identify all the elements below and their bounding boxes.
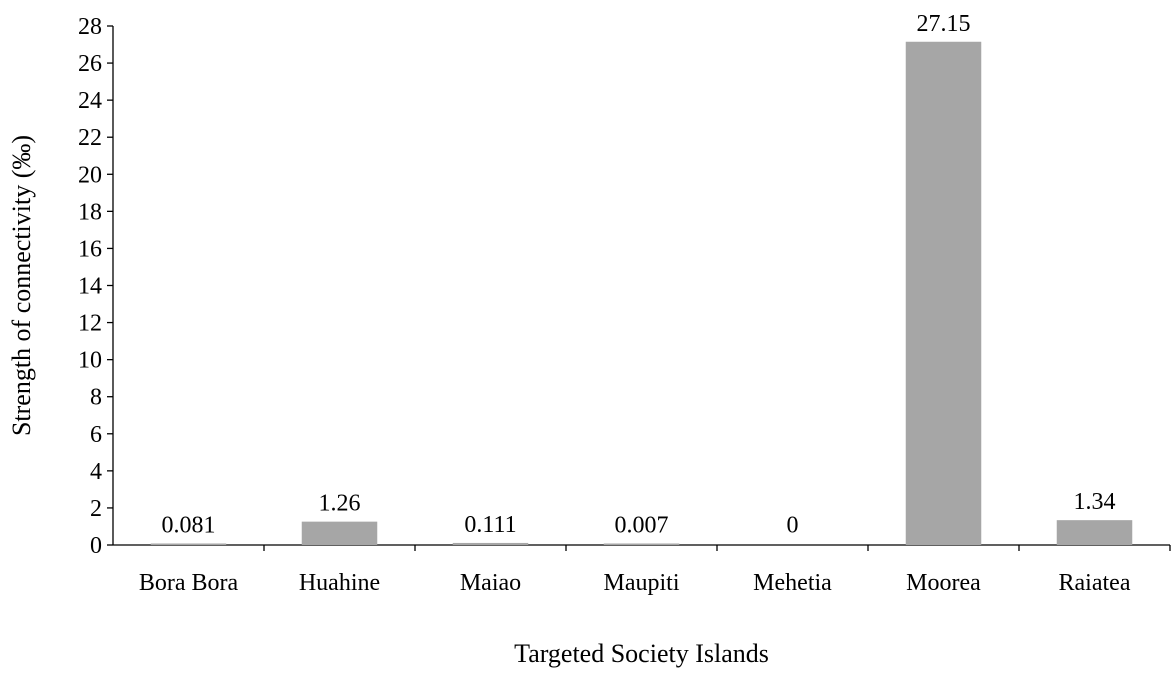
y-tick-label: 6 bbox=[90, 422, 102, 448]
bar bbox=[1056, 520, 1133, 545]
y-tick-label: 16 bbox=[78, 236, 102, 262]
bars bbox=[150, 41, 1133, 545]
y-tick-label: 20 bbox=[78, 162, 102, 188]
y-tick-label: 22 bbox=[78, 125, 102, 151]
y-tick-label: 8 bbox=[90, 385, 102, 411]
data-label: 0 bbox=[787, 513, 799, 539]
bar bbox=[301, 521, 378, 545]
data-label: 0.007 bbox=[615, 513, 669, 539]
y-tick-label: 24 bbox=[78, 88, 102, 114]
x-axis: Bora Bora Huahine Maiao Maupiti Mehetia Moore… bbox=[113, 544, 1171, 596]
data-labels: 0.081 1.26 0.111 0.007 0 27.15 1.34 bbox=[162, 11, 1116, 539]
bar bbox=[452, 542, 529, 545]
bar bbox=[603, 543, 680, 545]
x-axis-title: Targeted Society Islands bbox=[514, 639, 769, 668]
x-category-label: Bora Bora bbox=[139, 570, 239, 596]
y-tick-label: 28 bbox=[78, 14, 102, 40]
y-tick-label: 0 bbox=[90, 533, 102, 559]
y-tick-label: 2 bbox=[90, 496, 102, 522]
x-category-label: Maiao bbox=[460, 570, 521, 596]
x-category-label: Mehetia bbox=[753, 570, 832, 596]
x-category-label: Moorea bbox=[906, 570, 981, 596]
y-tick-label: 18 bbox=[78, 199, 102, 225]
y-tick-label: 4 bbox=[90, 459, 102, 485]
data-label: 1.26 bbox=[319, 491, 361, 517]
data-label: 0.111 bbox=[464, 512, 516, 538]
data-label: 1.34 bbox=[1074, 489, 1116, 515]
y-axis-title: Strength of connectivity (‰) bbox=[7, 135, 36, 436]
data-label: 27.15 bbox=[917, 11, 971, 37]
x-category-label: Raiatea bbox=[1059, 570, 1131, 596]
y-tick-label: 26 bbox=[78, 51, 102, 77]
y-tick-label: 14 bbox=[78, 274, 102, 300]
x-category-label: Huahine bbox=[299, 570, 380, 596]
y-tick-label: 10 bbox=[78, 348, 102, 374]
bar bbox=[905, 41, 982, 545]
y-tick-label: 12 bbox=[78, 311, 102, 337]
bar bbox=[150, 543, 227, 545]
data-label: 0.081 bbox=[162, 512, 216, 538]
x-category-label: Maupiti bbox=[604, 570, 680, 596]
